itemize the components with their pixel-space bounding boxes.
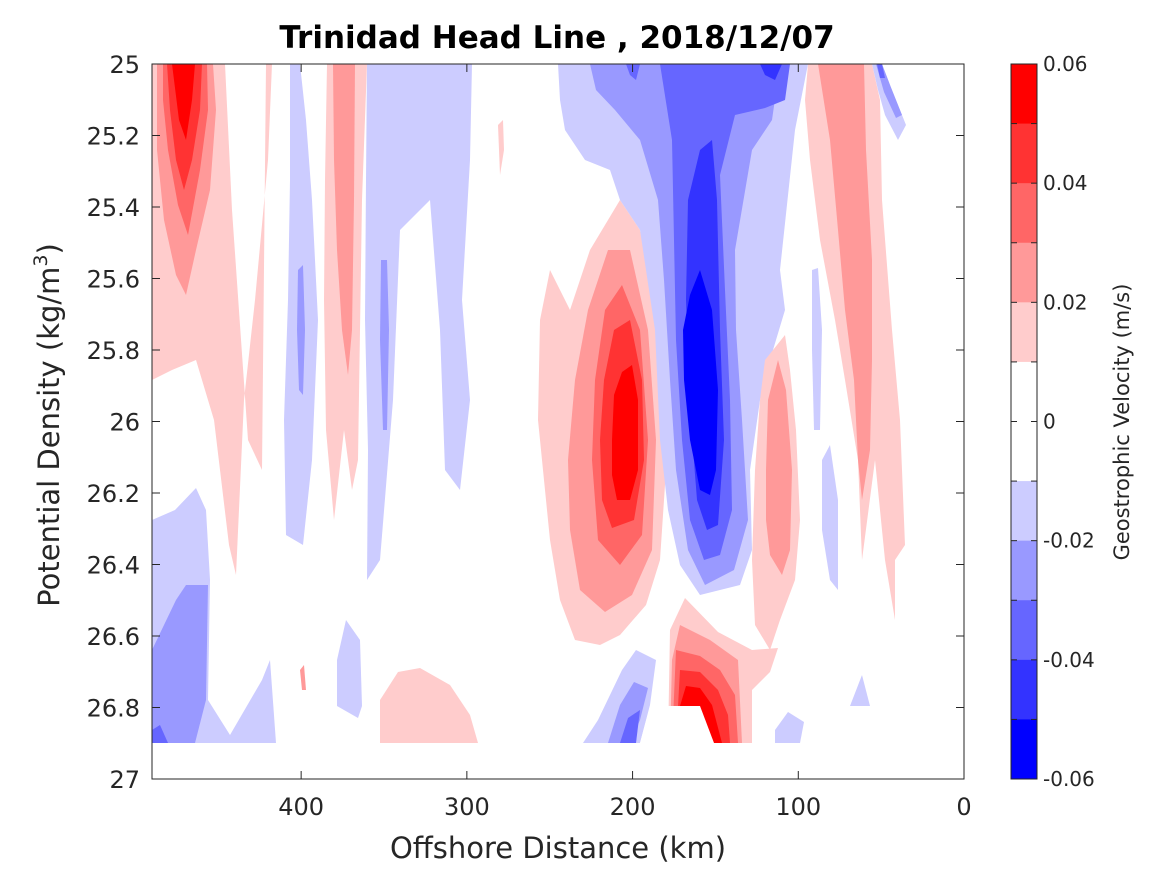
contour-pos-x320-bottom	[380, 668, 478, 743]
contour-neg-x350-l2	[380, 260, 389, 430]
colorbar-segment	[1011, 64, 1037, 125]
colorbar-tick-label: 0.06	[1043, 52, 1088, 76]
x-tick-label: 400	[278, 793, 324, 821]
y-axis-label-superscript: 3	[30, 254, 52, 266]
x-tick-label: 200	[610, 793, 656, 821]
x-axis-label: Offshore Distance (km)	[390, 831, 726, 865]
y-tick-label: 26	[109, 409, 140, 437]
y-tick-label: 26.2	[87, 480, 140, 508]
x-tick-label: 300	[444, 793, 490, 821]
contour-pos-x110-l2	[766, 360, 792, 575]
contour-neg-center-l5	[683, 270, 718, 495]
contour-neg-x60-bottom	[850, 675, 870, 706]
y-tick-label: 25.8	[87, 337, 140, 365]
colorbar-label: Geostrophic Velocity (m/s)	[1110, 284, 1134, 561]
colorbar-tick-label: -0.02	[1043, 529, 1095, 553]
contour-neg-x200-bottom-l3	[620, 710, 640, 743]
x-tick-label: 0	[956, 793, 971, 821]
contour-neg-right-top-l3	[877, 64, 885, 78]
contour-neg-x110-bottom	[775, 712, 804, 743]
contour-pos-x280-small	[498, 120, 504, 175]
y-tick-label: 26.4	[87, 552, 140, 580]
contour-neg-bottomleft-l3	[152, 725, 168, 743]
colorbar-segment	[1011, 540, 1037, 601]
y-tick-label: 26.6	[87, 623, 140, 651]
y-tick-label: 26.8	[87, 695, 140, 723]
contour-neg-topnotch-2	[760, 64, 782, 80]
y-tick-label: 25.2	[87, 123, 140, 151]
colorbar-segment	[1011, 302, 1037, 363]
y-tick-label: 25.6	[87, 266, 140, 294]
colorbar-tick-label: 0	[1043, 410, 1056, 434]
y-tick-label: 27	[109, 766, 140, 794]
y-axis-ticks: 25 25.2 25.4 25.6 25.8 26 26.2 26.4 26.6 26.8 27	[87, 51, 964, 794]
colorbar-segment	[1011, 719, 1037, 780]
colorbar-ticks: 0.06 0.04 0.02 0 -0.02 -0.04 -0.06	[1043, 52, 1095, 791]
contour-pos-x400-bottom	[300, 665, 306, 690]
y-tick-label: 25.4	[87, 194, 140, 222]
colorbar-tick-label: 0.04	[1043, 171, 1088, 195]
x-tick-label: 100	[775, 793, 821, 821]
colorbar-segment	[1011, 183, 1037, 244]
colorbar	[1010, 63, 1038, 780]
y-axis-label-group: Potential Density (kg/m3)	[30, 243, 66, 607]
contour-neg-x340	[365, 64, 472, 580]
x-axis-ticks: 400 300 200 100 0	[278, 64, 972, 821]
contour-pos-right-l2	[818, 64, 872, 500]
colorbar-segment	[1011, 659, 1037, 720]
y-axis-label-main: Potential Density (kg/m	[32, 267, 66, 607]
contour-neg-x370-bottom	[337, 620, 362, 718]
contour-neg-x200-bottom-l2	[608, 682, 648, 743]
colorbar-segment	[1011, 361, 1037, 422]
colorbar-tick-label: -0.06	[1043, 767, 1095, 791]
y-axis-label-close: )	[32, 243, 66, 254]
contour-field	[152, 64, 906, 743]
contour-pos-center-l5	[612, 365, 638, 500]
contour-neg-x90	[812, 268, 822, 430]
contour-neg-x400-l2	[297, 265, 305, 395]
colorbar-tick-label: -0.04	[1043, 648, 1095, 672]
colorbar-segment	[1011, 421, 1037, 482]
colorbar-segment	[1011, 600, 1037, 661]
contour-gap-bottom	[640, 706, 714, 743]
contour-pos-x370-l2	[333, 64, 355, 375]
colorbar-tick-label: 0.02	[1043, 290, 1088, 314]
contour-neg-bottomleft-l2	[152, 585, 208, 743]
colorbar-segment	[1011, 481, 1037, 542]
contour-pos-upperleft-l5	[172, 64, 195, 140]
colorbar-segment	[1011, 242, 1037, 303]
contour-neg-x80	[822, 445, 838, 590]
colorbar-segment	[1011, 123, 1037, 184]
y-tick-label: 25	[109, 51, 140, 79]
chart-title: Trinidad Head Line , 2018/12/07	[279, 20, 834, 56]
y-axis-label: Potential Density (kg/m3)	[30, 243, 66, 607]
